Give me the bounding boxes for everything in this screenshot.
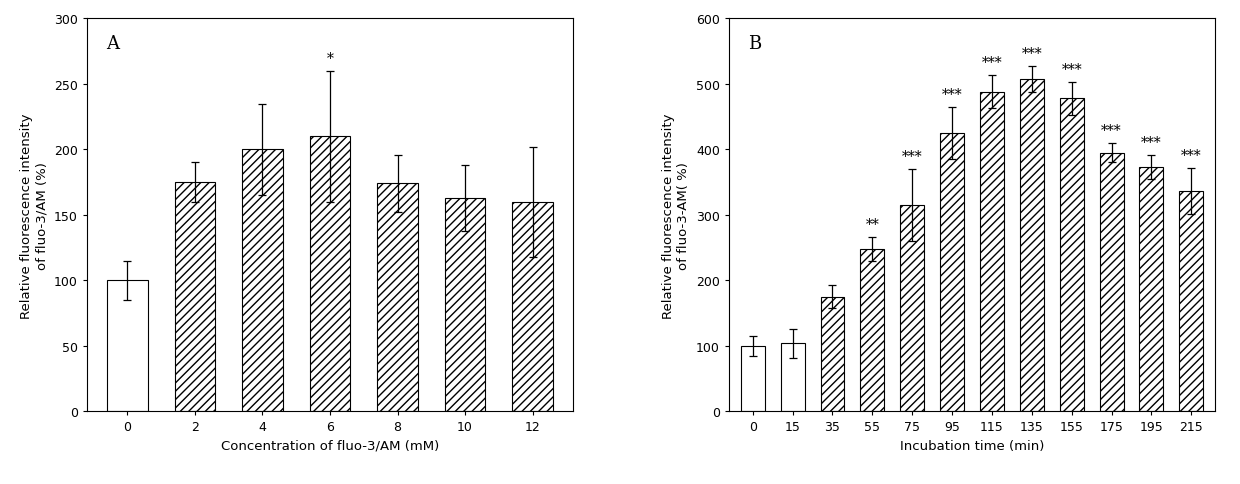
- Bar: [1060, 99, 1084, 411]
- Bar: [1019, 80, 1044, 411]
- X-axis label: Incubation time (min): Incubation time (min): [900, 439, 1044, 452]
- Text: A: A: [107, 35, 119, 53]
- Bar: [821, 297, 844, 411]
- Text: ***: ***: [982, 56, 1002, 70]
- Bar: [1179, 191, 1203, 411]
- Text: ***: ***: [901, 150, 923, 164]
- X-axis label: Concentration of fluo-3/AM (mM): Concentration of fluo-3/AM (mM): [221, 439, 439, 452]
- Bar: [740, 346, 765, 411]
- Bar: [940, 134, 963, 411]
- Bar: [310, 137, 350, 411]
- Y-axis label: Relative fluorescence intensity
of fluo-3/AM (%): Relative fluorescence intensity of fluo-…: [20, 113, 48, 318]
- Y-axis label: Relative fluorescence intensity
of fluo-3-AM( %): Relative fluorescence intensity of fluo-…: [662, 113, 691, 318]
- Bar: [175, 183, 216, 411]
- Bar: [242, 150, 283, 411]
- Text: ***: ***: [1061, 63, 1083, 77]
- Bar: [861, 249, 884, 411]
- Text: ***: ***: [941, 88, 962, 102]
- Text: *: *: [326, 52, 334, 66]
- Text: ***: ***: [1101, 123, 1122, 137]
- Bar: [1140, 167, 1163, 411]
- Text: ***: ***: [1180, 149, 1202, 163]
- Bar: [1100, 153, 1123, 411]
- Text: ***: ***: [1022, 47, 1042, 61]
- Text: B: B: [748, 35, 761, 53]
- Text: ***: ***: [1141, 136, 1162, 150]
- Text: **: **: [866, 218, 879, 232]
- Bar: [107, 281, 148, 411]
- Bar: [980, 92, 1004, 411]
- Bar: [512, 202, 553, 411]
- Bar: [781, 344, 805, 411]
- Bar: [900, 206, 924, 411]
- Bar: [445, 198, 485, 411]
- Bar: [377, 184, 418, 411]
